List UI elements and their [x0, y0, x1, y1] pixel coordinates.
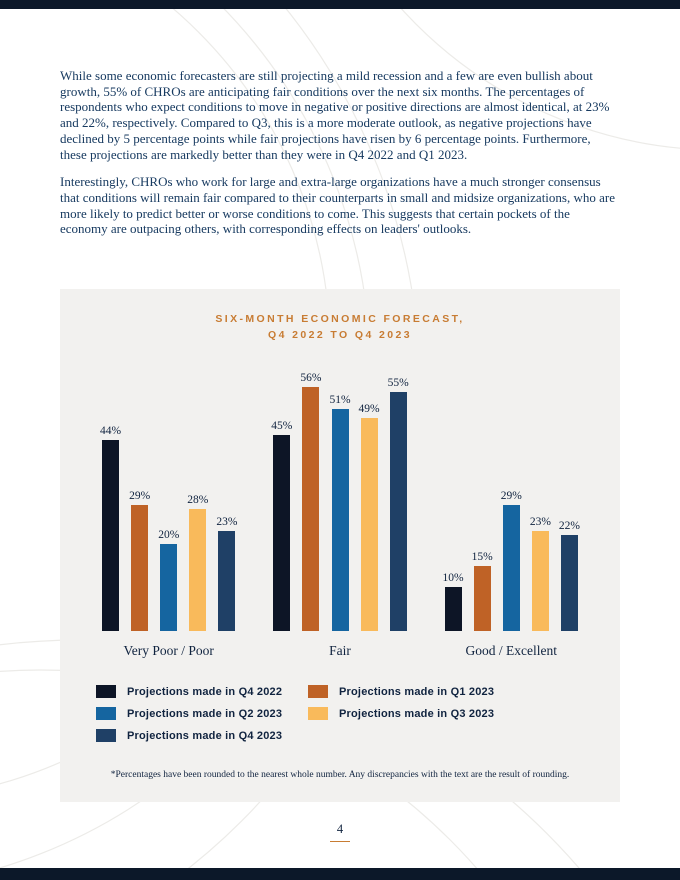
bottom-accent-bar — [0, 868, 680, 880]
bar-value-label: 20% — [158, 529, 180, 542]
bar-value-label: 29% — [129, 490, 151, 503]
bar-column: 28% — [187, 369, 209, 632]
legend-item: Projections made in Q4 2022 — [96, 685, 308, 699]
bar-value-label: 51% — [329, 394, 351, 407]
bar-group: 44% 29% 20% 28% 23% Very Poor / Poor — [100, 369, 237, 659]
bar-cluster: 10% 15% 29% 23% 22% — [442, 369, 580, 632]
bar-value-label: 45% — [271, 420, 293, 433]
bar-column: 44% — [100, 369, 122, 632]
page-content: While some economic forecasters are stil… — [60, 68, 620, 843]
bar-column: 23% — [529, 369, 551, 632]
bar-column: 10% — [442, 369, 464, 632]
legend-swatch — [96, 685, 116, 699]
bar — [218, 531, 236, 632]
legend-swatch — [96, 729, 116, 743]
bar-value-label: 10% — [442, 572, 464, 585]
bar-value-label: 44% — [100, 425, 122, 438]
category-label: Good / Excellent — [465, 643, 557, 659]
bar-column: 55% — [387, 369, 409, 632]
legend-label: Projections made in Q4 2023 — [127, 729, 283, 742]
bar-value-label: 22% — [558, 520, 580, 533]
legend-label: Projections made in Q4 2022 — [127, 685, 283, 698]
bar-value-label: 29% — [500, 490, 522, 503]
bar — [444, 587, 462, 632]
legend-label: Projections made in Q1 2023 — [339, 685, 495, 698]
bar-group: 45% 56% 51% 49% 55% Fair — [271, 369, 408, 659]
intro-paragraph-1: While some economic forecasters are stil… — [60, 68, 610, 162]
page-footer: 4 — [60, 820, 620, 843]
chart-title-line-2: Q4 2022 TO Q4 2023 — [268, 329, 412, 342]
bar — [273, 435, 291, 632]
legend-item: Projections made in Q4 2023 — [96, 729, 308, 743]
bar-value-label: 55% — [387, 377, 409, 390]
chart-legend: Projections made in Q4 2022 Projections m… — [96, 685, 620, 743]
bar-cluster: 44% 29% 20% 28% 23% — [100, 369, 238, 632]
intro-paragraph-2: Interestingly, CHROs who work for large … — [60, 174, 615, 237]
category-label: Fair — [329, 643, 351, 659]
bar — [131, 505, 149, 632]
top-accent-bar — [0, 0, 680, 9]
legend-swatch — [308, 685, 328, 699]
bar — [331, 409, 349, 632]
bar — [389, 392, 407, 632]
bar-value-label: 28% — [187, 494, 209, 507]
bar — [360, 418, 378, 632]
legend-item: Projections made in Q3 2023 — [308, 707, 620, 721]
bar — [473, 566, 491, 632]
bar-value-label: 56% — [300, 372, 322, 385]
legend-label: Projections made in Q2 2023 — [127, 707, 283, 720]
legend-label: Projections made in Q3 2023 — [339, 707, 495, 720]
bar-column: 45% — [271, 369, 293, 632]
category-label: Very Poor / Poor — [123, 643, 214, 659]
chart-panel: SIX-MONTH ECONOMIC FORECAST, Q4 2022 TO … — [60, 289, 620, 803]
bar — [189, 509, 207, 632]
bar-cluster: 45% 56% 51% 49% 55% — [271, 369, 409, 632]
bar — [502, 505, 520, 632]
bar-value-label: 49% — [358, 403, 380, 416]
bar-column: 29% — [129, 369, 151, 632]
bar-group: 10% 15% 29% 23% 22% Good / Excellent — [443, 369, 580, 659]
legend-item: Projections made in Q2 2023 — [96, 707, 308, 721]
legend-swatch — [96, 707, 116, 721]
bar-column: 20% — [158, 369, 180, 632]
legend-item: Projections made in Q1 2023 — [308, 685, 620, 699]
bar — [531, 531, 549, 632]
bar — [160, 544, 178, 632]
bar — [560, 535, 578, 632]
bar-column: 29% — [500, 369, 522, 632]
bar-column: 51% — [329, 369, 351, 632]
bar-chart: 44% 29% 20% 28% 23% Very Poor / Poor 45% 56% 51%… — [60, 369, 620, 659]
chart-footnote: *Percentages have been rounded to the ne… — [110, 770, 570, 781]
page-number: 4 — [329, 822, 351, 843]
bar-value-label: 15% — [471, 551, 493, 564]
bar-value-label: 23% — [529, 516, 551, 529]
bar-column: 22% — [558, 369, 580, 632]
bar-column: 56% — [300, 369, 322, 632]
bar — [302, 387, 320, 632]
bar-value-label: 23% — [216, 516, 238, 529]
bar — [102, 440, 120, 632]
bar-column: 23% — [216, 369, 238, 632]
chart-title-line-1: SIX-MONTH ECONOMIC FORECAST, — [215, 313, 465, 326]
chart-title: SIX-MONTH ECONOMIC FORECAST, Q4 2022 TO … — [60, 311, 620, 343]
bar-column: 15% — [471, 369, 493, 632]
legend-swatch — [308, 707, 328, 721]
bar-column: 49% — [358, 369, 380, 632]
